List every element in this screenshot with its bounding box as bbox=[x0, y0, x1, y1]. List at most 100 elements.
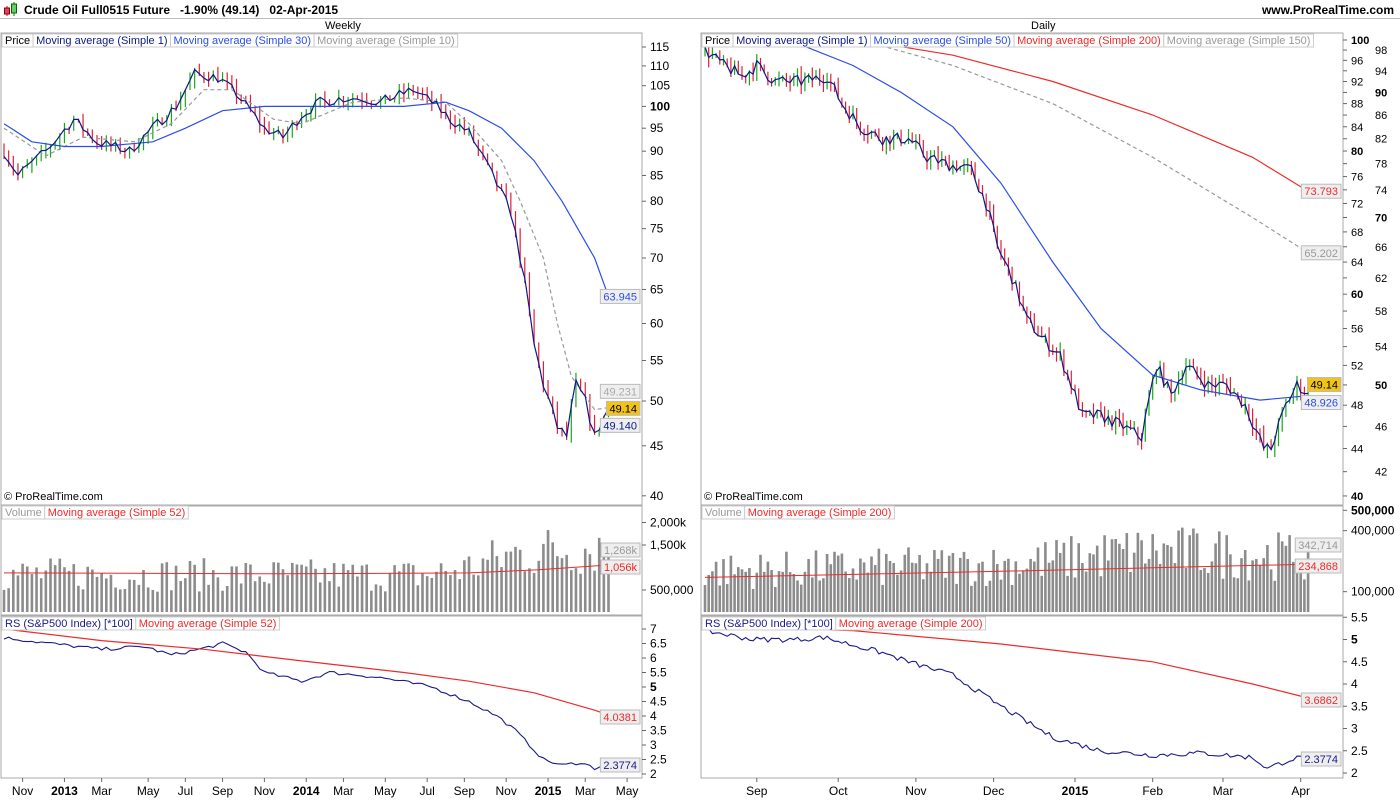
volume-bar bbox=[1280, 541, 1284, 612]
volume-bar bbox=[1284, 545, 1288, 612]
volume-bar bbox=[579, 573, 582, 612]
volume-bar bbox=[955, 583, 958, 612]
volume-bar bbox=[988, 580, 992, 612]
volume-bar bbox=[263, 581, 266, 612]
volume-bar bbox=[370, 590, 373, 612]
copyright-label: © ProRealTime.com bbox=[4, 491, 103, 503]
volume-bar bbox=[179, 580, 182, 612]
rs-line bbox=[704, 627, 1309, 769]
volume-bar bbox=[309, 559, 313, 612]
volume-bar bbox=[430, 577, 434, 612]
price-tick-label: 40 bbox=[1351, 491, 1363, 503]
volume-bar bbox=[962, 551, 966, 612]
volume-bar bbox=[156, 591, 159, 612]
ma30-value-tag-box bbox=[599, 288, 641, 304]
price-legend-item: Moving average (Simple 10) bbox=[317, 35, 455, 47]
rs-tick-label: 4.5 bbox=[1351, 655, 1368, 669]
x-tick-label: Mar bbox=[1213, 784, 1234, 798]
volume-bar bbox=[933, 550, 936, 612]
volume-bar bbox=[379, 585, 382, 612]
price-tick-label: 62 bbox=[1375, 273, 1387, 285]
volume-bar bbox=[295, 564, 299, 612]
price-legend-item: Moving average (Simple 50) bbox=[874, 35, 1012, 47]
rs-tick-label: 4.5 bbox=[650, 695, 667, 709]
volume-bar bbox=[836, 555, 840, 612]
volume-bar bbox=[467, 556, 471, 612]
volume-bar bbox=[1173, 563, 1177, 612]
volume-legend-box bbox=[44, 505, 189, 520]
volume-bar bbox=[1055, 540, 1058, 612]
volume-bar bbox=[21, 563, 24, 612]
volume-bar bbox=[388, 572, 392, 612]
volume-bar bbox=[718, 585, 722, 612]
volume-bar bbox=[833, 551, 836, 612]
volume-bar bbox=[588, 554, 592, 612]
rs-panel[interactable] bbox=[700, 615, 1344, 779]
volume-bar bbox=[1125, 533, 1129, 612]
volume-bar bbox=[1288, 535, 1291, 612]
price-legend-box bbox=[1163, 33, 1314, 48]
last-price-tag: 49.14 bbox=[1310, 380, 1338, 392]
price-legend-item: Price bbox=[705, 35, 730, 47]
volume-bar bbox=[165, 562, 169, 612]
volume-bar bbox=[570, 570, 573, 612]
volume-bar bbox=[1277, 532, 1280, 612]
x-tick-label: Mar bbox=[333, 784, 354, 798]
volume-bar bbox=[1118, 543, 1121, 612]
volume-bar bbox=[81, 589, 85, 612]
x-tick-label: Sep bbox=[746, 784, 768, 798]
ma150-value-tag-box bbox=[1300, 245, 1342, 261]
x-tick-label: 2015 bbox=[1062, 784, 1089, 798]
volume-bar bbox=[811, 577, 814, 612]
volume-bar bbox=[1129, 571, 1132, 612]
volume-ma-line bbox=[704, 563, 1309, 578]
rs-ma-line bbox=[3, 628, 609, 716]
volume-bar bbox=[1099, 576, 1103, 612]
volume-bar bbox=[1299, 563, 1302, 612]
volume-bar bbox=[1040, 575, 1043, 612]
price-tick-label: 60 bbox=[650, 316, 664, 330]
last-price-tag-box bbox=[1306, 377, 1342, 393]
volume-bar bbox=[509, 551, 513, 612]
rs-tick-label: 7 bbox=[650, 622, 657, 636]
volume-bar bbox=[286, 575, 289, 612]
rs-tick-label: 3 bbox=[650, 738, 657, 752]
price-panel[interactable] bbox=[700, 32, 1344, 506]
volume-bar bbox=[16, 575, 20, 612]
volume-bar bbox=[947, 555, 951, 612]
price-tick-label: 105 bbox=[650, 79, 670, 93]
volume-bar bbox=[899, 570, 903, 612]
site-link[interactable]: www.ProRealTime.com bbox=[1261, 3, 1394, 17]
ma10-line bbox=[3, 89, 609, 411]
price-tick-label: 94 bbox=[1375, 66, 1387, 78]
volume-bar bbox=[1221, 578, 1225, 612]
volume-bar bbox=[137, 584, 141, 612]
volume-bar bbox=[495, 556, 499, 612]
price-tick-label: 55 bbox=[650, 353, 664, 367]
volume-bar bbox=[318, 582, 322, 612]
volume-bar bbox=[792, 573, 796, 612]
x-tick-label: Apr bbox=[1291, 784, 1310, 798]
price-tick-label: 80 bbox=[650, 194, 664, 208]
price-tick-label: 45 bbox=[650, 439, 664, 453]
rs-panel[interactable] bbox=[0, 615, 643, 779]
volume-ma-value-tag-box bbox=[1294, 558, 1342, 574]
price-legend-item: Moving average (Simple 150) bbox=[1167, 35, 1311, 47]
volume-bar bbox=[346, 570, 350, 612]
volume-tick-label: 100,000 bbox=[1351, 585, 1395, 599]
volume-bar bbox=[384, 591, 387, 612]
volume-value-tag: 342,714 bbox=[1298, 540, 1338, 552]
price-tick-label: 100 bbox=[1351, 35, 1369, 47]
volume-bar bbox=[481, 558, 485, 612]
ma200-value-tag-box bbox=[1300, 183, 1342, 199]
price-legend-item: Moving average (Simple 30) bbox=[174, 35, 312, 47]
volume-bar bbox=[207, 584, 210, 612]
rs-tick-label: 4 bbox=[1351, 677, 1358, 691]
price-panel[interactable] bbox=[0, 32, 643, 506]
volume-bar bbox=[925, 563, 929, 612]
x-tick-label: Jul bbox=[419, 784, 434, 798]
volume-bar bbox=[39, 578, 43, 612]
volume-bar bbox=[593, 570, 596, 612]
x-tick-label: 2015 bbox=[535, 784, 562, 798]
